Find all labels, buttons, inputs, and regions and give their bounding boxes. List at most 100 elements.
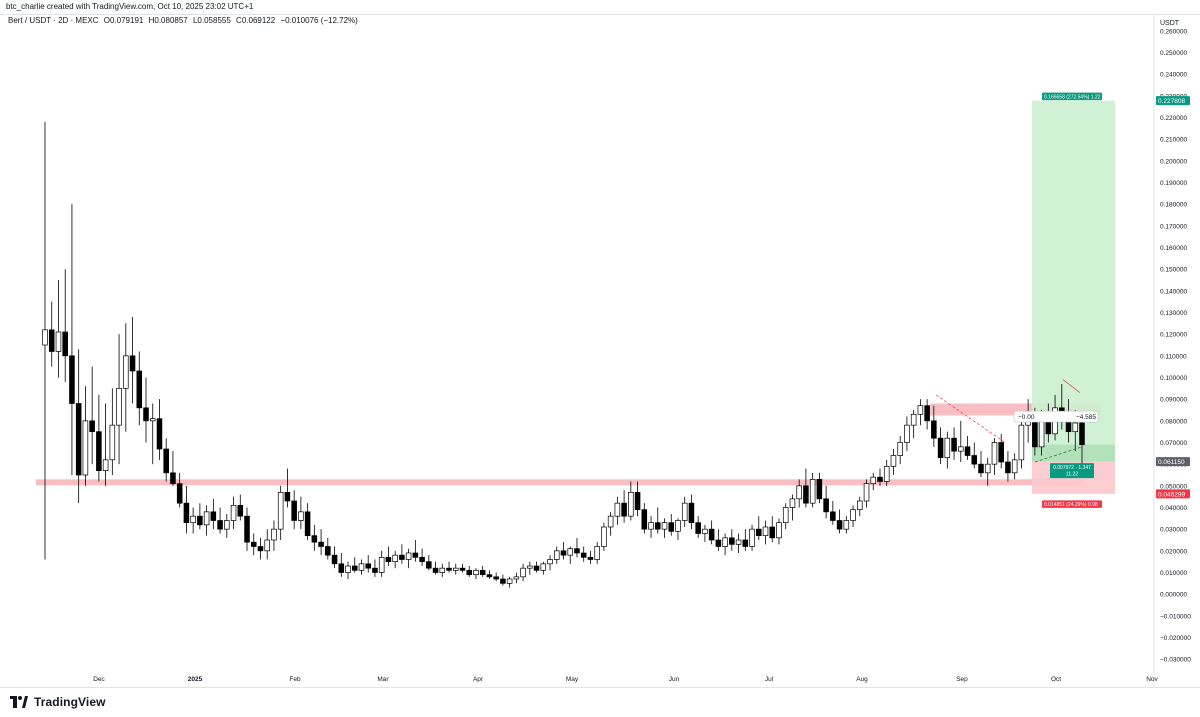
candle-down bbox=[163, 448, 169, 474]
stop-info-bg bbox=[1042, 500, 1102, 508]
candle-up bbox=[648, 522, 654, 530]
candle-down bbox=[533, 565, 540, 571]
candle-up bbox=[749, 528, 755, 547]
candle-up bbox=[796, 485, 802, 500]
candle-up bbox=[782, 507, 789, 524]
tradingview-logo-icon bbox=[10, 696, 28, 708]
price-axis-tick: −0.030000 bbox=[1160, 657, 1191, 664]
chart-credit: btc_charlie created with TradingView.com… bbox=[6, 2, 254, 11]
price-label-bg bbox=[1156, 489, 1190, 499]
time-axis-tick: Jul bbox=[765, 676, 774, 683]
price-label-stop: 0.046299 bbox=[1156, 489, 1190, 499]
candle-down bbox=[237, 504, 244, 517]
candle-down bbox=[742, 539, 749, 547]
candle-down bbox=[257, 546, 264, 552]
candle-up bbox=[675, 520, 681, 532]
candle-up bbox=[1011, 459, 1018, 474]
candle-down bbox=[479, 569, 486, 576]
time-axis-tick: 2025 bbox=[188, 676, 203, 683]
candle-down bbox=[210, 511, 217, 521]
candle-down bbox=[331, 554, 338, 565]
price-axis: USDT0.2600000.2500000.2400000.2300000.22… bbox=[1153, 14, 1191, 686]
price-axis-tick: 0.150000 bbox=[1160, 267, 1187, 274]
candle-down bbox=[351, 565, 358, 571]
zones-layer bbox=[36, 100, 1115, 494]
tradingview-branding[interactable]: TradingView bbox=[8, 693, 106, 711]
time-axis-tick: Dec bbox=[93, 676, 105, 683]
candle-down bbox=[399, 554, 405, 560]
candle-down bbox=[89, 420, 95, 433]
candle-down bbox=[385, 556, 392, 563]
candle-down bbox=[803, 485, 809, 504]
price-chart[interactable]: 0.166658 (272.54%) 1.22 0.014851 (24.29%)… bbox=[0, 0, 1200, 690]
candle-down bbox=[830, 511, 836, 521]
candle-up bbox=[958, 446, 964, 452]
price-axis-tick: 0.170000 bbox=[1160, 223, 1187, 230]
chart-frame bbox=[0, 14, 1200, 688]
candle-down bbox=[136, 370, 143, 409]
candle-down bbox=[244, 515, 250, 543]
time-axis-tick: Apr bbox=[473, 676, 484, 683]
candle-up bbox=[378, 556, 385, 573]
price-axis-tick: 0.250000 bbox=[1160, 50, 1187, 57]
candle-down bbox=[621, 502, 627, 517]
price-axis-tick: 0.030000 bbox=[1160, 527, 1187, 534]
price-axis-tick: 0.070000 bbox=[1160, 440, 1187, 447]
candle-down bbox=[951, 437, 957, 452]
measure-note-right: −4.585 bbox=[1076, 414, 1096, 421]
candle-up bbox=[473, 569, 479, 576]
price-label-last: 0.061150 bbox=[1156, 457, 1190, 467]
candle-up bbox=[897, 442, 903, 456]
candle-down bbox=[668, 522, 675, 532]
price-label-bg bbox=[1156, 96, 1190, 106]
candle-down bbox=[1079, 422, 1085, 446]
downtrend-line bbox=[935, 394, 1006, 443]
candle-up bbox=[863, 483, 870, 502]
candle-up bbox=[870, 476, 877, 485]
candle-down bbox=[998, 442, 1004, 463]
measure-note-bg bbox=[1013, 410, 1099, 423]
time-axis-tick: Mar bbox=[377, 676, 389, 683]
candle-down bbox=[500, 578, 506, 584]
candle-up bbox=[991, 442, 998, 465]
time-axis: Dec 2025 Feb Mar Apr May Jun Jul Aug Sep Oct Nov bbox=[93, 676, 1158, 683]
price-label-text: 0.061150 bbox=[1158, 459, 1185, 466]
downtrend-line-short bbox=[1062, 379, 1081, 393]
candle-down bbox=[708, 528, 715, 541]
candle-up bbox=[883, 465, 890, 482]
price-label-text: 0.227808 bbox=[1158, 98, 1185, 105]
candle-up bbox=[547, 559, 553, 565]
candle-down bbox=[1005, 461, 1011, 474]
overlays-layer: 0.166658 (272.54%) 1.22 0.014851 (24.29%)… bbox=[935, 92, 1102, 508]
candle-down bbox=[574, 548, 580, 554]
symbol-name: Bert / USDT · 2D · MEXC bbox=[8, 16, 99, 25]
candle-down bbox=[641, 509, 648, 530]
symbol-legend: Bert / USDT · 2D · MEXC O0.079191 H0.080… bbox=[8, 16, 361, 25]
price-axis-tick: 0.190000 bbox=[1160, 180, 1187, 187]
candle-up bbox=[614, 502, 621, 517]
candle-down bbox=[560, 550, 567, 556]
candle-down bbox=[250, 541, 257, 547]
price-axis-tick: 0.220000 bbox=[1160, 115, 1187, 122]
candle-up bbox=[203, 511, 210, 526]
price-axis-tick: 0.020000 bbox=[1160, 548, 1187, 555]
candle-up bbox=[917, 405, 924, 415]
candle-up bbox=[527, 565, 533, 569]
candle-up bbox=[735, 539, 742, 545]
candle-down bbox=[338, 563, 345, 573]
candle-down bbox=[729, 537, 735, 545]
candle-down bbox=[48, 329, 55, 352]
candle-up bbox=[392, 554, 398, 563]
candle-up bbox=[102, 459, 109, 472]
measure-note: −0.00 −4.585 bbox=[1013, 410, 1099, 423]
candle-up bbox=[224, 520, 230, 530]
support-zone bbox=[36, 479, 1082, 486]
candle-up bbox=[984, 463, 991, 474]
candle-down bbox=[291, 500, 297, 521]
ohlc-change: −0.010076 (−12.72%) bbox=[280, 16, 358, 25]
candle-down bbox=[634, 491, 641, 511]
candle-down bbox=[446, 567, 452, 571]
measure-note-left: −0.00 bbox=[1018, 414, 1035, 421]
ohlc-open: O0.079191 bbox=[103, 16, 144, 25]
candle-down bbox=[937, 437, 944, 459]
